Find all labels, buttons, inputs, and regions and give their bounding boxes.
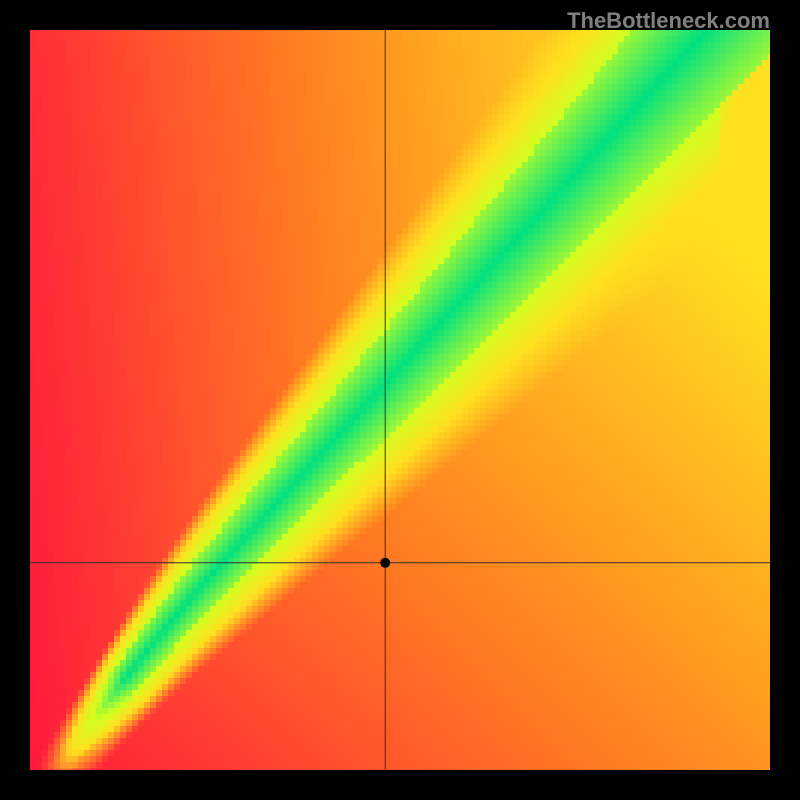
chart-svg [30, 30, 770, 770]
marker-dot [380, 558, 390, 568]
watermark-text: TheBottleneck.com [567, 8, 770, 34]
heatmap-chart [30, 30, 770, 770]
